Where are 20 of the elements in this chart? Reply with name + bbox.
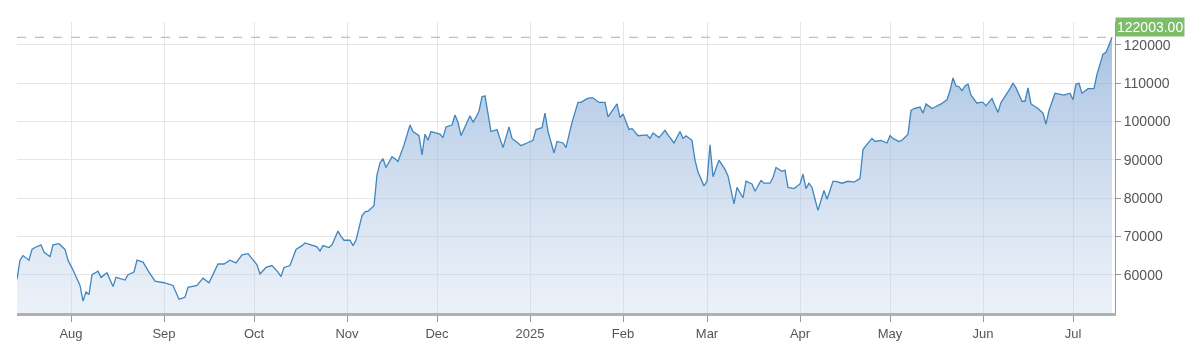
x-tick-label: Oct [243,325,265,341]
x-tick-label: 2025 [515,325,545,341]
x-tick-label: Feb [611,325,635,341]
y-tick-label: 70000 [1123,228,1163,245]
y-tick-label: 60000 [1123,266,1163,283]
x-tick-label: Jul [1064,325,1082,341]
x-tick-label: Apr [789,325,811,341]
y-tick-label: 100000 [1123,113,1171,130]
y-tick-label: 110000 [1123,75,1170,92]
x-tick-label: May [877,325,903,341]
x-tick-label: Nov [335,325,360,341]
y-tick-label: 80000 [1123,190,1163,207]
x-tick-label: Mar [695,325,719,341]
x-tick-label: Dec [425,325,450,341]
y-tick-label: 90000 [1123,151,1163,168]
y-tick-label: 120000 [1123,36,1171,53]
x-tick-label: Jun [972,325,994,341]
ref-line-label: 122003.00 [1117,19,1184,35]
x-tick-label: Sep [152,325,176,341]
x-tick-label: Aug [59,325,83,341]
